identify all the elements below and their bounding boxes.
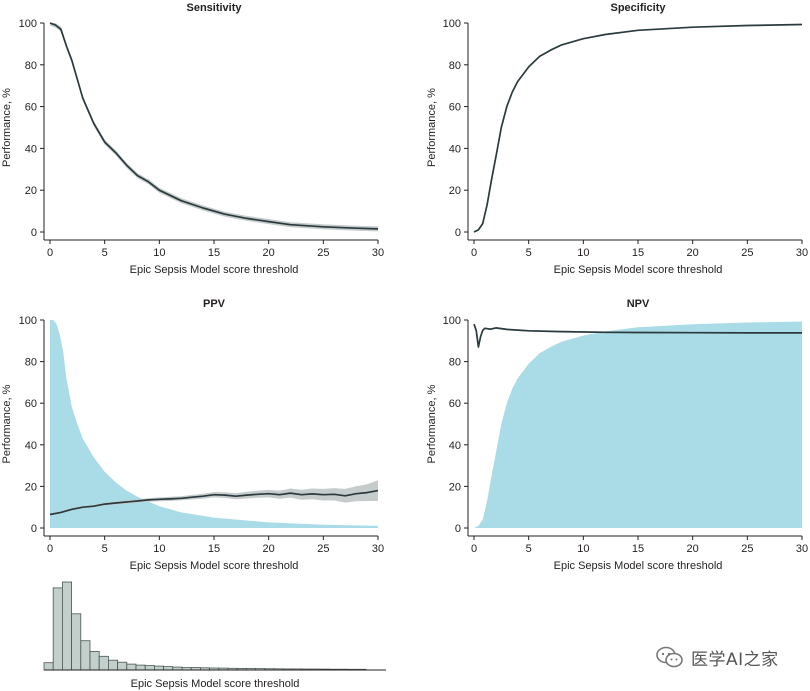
specificity-x-tick-label: 25 (741, 247, 753, 259)
npv-x-tick-label: 20 (687, 543, 699, 555)
ppv-series-line (49, 489, 379, 516)
sensitivity-title: Sensitivity (186, 2, 242, 14)
npv-title: NPV (627, 298, 650, 310)
ppv-x-tick-label: 30 (372, 543, 384, 555)
sensitivity-y-tick-label: 80 (25, 60, 37, 72)
histogram-bar (98, 655, 109, 671)
npv-y-tick-label: 40 (449, 440, 461, 452)
npv-y-tick-label: 0 (455, 523, 461, 535)
specificity-x-tick-label: 15 (632, 247, 644, 259)
specificity-x-tick-label: 10 (577, 247, 589, 259)
sensitivity-x-tick-label: 30 (372, 247, 384, 259)
specificity-y-tick-label: 100 (443, 18, 461, 30)
ppv-x-tick-label: 25 (317, 543, 329, 555)
histogram-x-axis-label: Epic Sepsis Model score threshold (131, 678, 300, 690)
npv-series-line (473, 323, 802, 348)
sensitivity-confidence-band (50, 23, 378, 232)
ppv-y-axis-label: Performance, % (1, 384, 13, 463)
specificity-y-tick-label: 60 (449, 102, 461, 114)
histogram-bar (153, 665, 164, 671)
sensitivity-y-tick-label: 0 (31, 227, 37, 239)
sensitivity-x-tick-label: 10 (153, 247, 165, 259)
histogram-bar (135, 664, 146, 671)
sensitivity-y-tick-label: 100 (19, 18, 37, 30)
sensitivity-y-tick-label: 60 (25, 102, 37, 114)
ppv-x-axis-label: Epic Sepsis Model score threshold (130, 560, 299, 572)
histogram-bar (89, 651, 100, 671)
specificity-y-tick-label: 0 (455, 227, 461, 239)
ppv-y-tick-label: 100 (19, 315, 37, 327)
sensitivity-x-tick-label: 25 (317, 247, 329, 259)
histogram-bar (52, 587, 63, 671)
sensitivity-x-tick-label: 5 (102, 247, 108, 259)
npv-x-axis-label: Epic Sepsis Model score threshold (554, 560, 723, 572)
ppv-x-tick-label: 5 (102, 543, 108, 555)
specificity-y-tick-label: 20 (449, 185, 461, 197)
specificity-x-tick-label: 5 (526, 247, 532, 259)
sensitivity-series-line (49, 22, 379, 230)
sensitivity-y-tick-label: 40 (25, 143, 37, 155)
sensitivity-x-tick-label: 0 (47, 247, 53, 259)
watermark-text: 医学AI之家 (691, 649, 779, 670)
npv-y-tick-label: 20 (449, 481, 461, 493)
specificity-y-axis-label: Performance, % (426, 88, 438, 167)
specificity-x-tick-label: 20 (687, 247, 699, 259)
specificity-x-tick-label: 30 (796, 247, 808, 259)
ppv-y-tick-label: 40 (25, 440, 37, 452)
ppv-y-tick-label: 20 (25, 481, 37, 493)
ppv-x-tick-label: 20 (263, 543, 275, 555)
histogram-bar (80, 640, 91, 671)
npv-y-tick-label: 80 (449, 357, 461, 369)
ppv-title: PPV (203, 298, 226, 310)
npv-x-tick-label: 15 (632, 543, 644, 555)
npv-x-tick-label: 25 (741, 543, 753, 555)
sensitivity-y-tick-label: 20 (25, 185, 37, 197)
specificity-series-line (473, 23, 803, 233)
npv-x-tick-label: 5 (526, 543, 532, 555)
sensitivity-y-axis-label: Performance, % (1, 88, 13, 167)
npv-x-tick-label: 0 (471, 543, 477, 555)
npv-x-tick-label: 30 (796, 543, 808, 555)
watermark: 医学AI之家 (655, 643, 805, 671)
histogram-bar (117, 661, 128, 671)
histogram-bar (71, 613, 82, 671)
specificity-x-axis-label: Epic Sepsis Model score threshold (554, 264, 723, 276)
ppv-y-tick-label: 60 (25, 398, 37, 410)
npv-y-tick-label: 60 (449, 398, 461, 410)
ppv-x-tick-label: 10 (153, 543, 165, 555)
specificity-title: Specificity (610, 2, 666, 14)
npv-x-tick-label: 10 (577, 543, 589, 555)
specificity-x-tick-label: 0 (471, 247, 477, 259)
specificity-y-tick-label: 80 (449, 60, 461, 72)
ppv-confidence-band (50, 480, 378, 516)
histogram-bar (144, 665, 155, 671)
histogram-bar (126, 663, 137, 671)
wechat-icon (656, 646, 683, 668)
ppv-y-tick-label: 0 (31, 523, 37, 535)
ppv-y-tick-label: 80 (25, 357, 37, 369)
sensitivity-x-axis-label: Epic Sepsis Model score threshold (130, 264, 299, 276)
sensitivity-x-tick-label: 20 (263, 247, 275, 259)
histogram-bar (163, 666, 174, 671)
npv-y-tick-label: 100 (443, 315, 461, 327)
specificity-y-tick-label: 40 (449, 143, 461, 155)
histogram-bar (108, 659, 119, 671)
histogram-bar (43, 662, 54, 671)
ppv-x-tick-label: 0 (47, 543, 53, 555)
npv-distribution-area (474, 321, 802, 528)
ppv-x-tick-label: 15 (208, 543, 220, 555)
histogram-bar (62, 581, 73, 671)
npv-y-axis-label: Performance, % (426, 384, 438, 463)
sensitivity-x-tick-label: 15 (208, 247, 220, 259)
